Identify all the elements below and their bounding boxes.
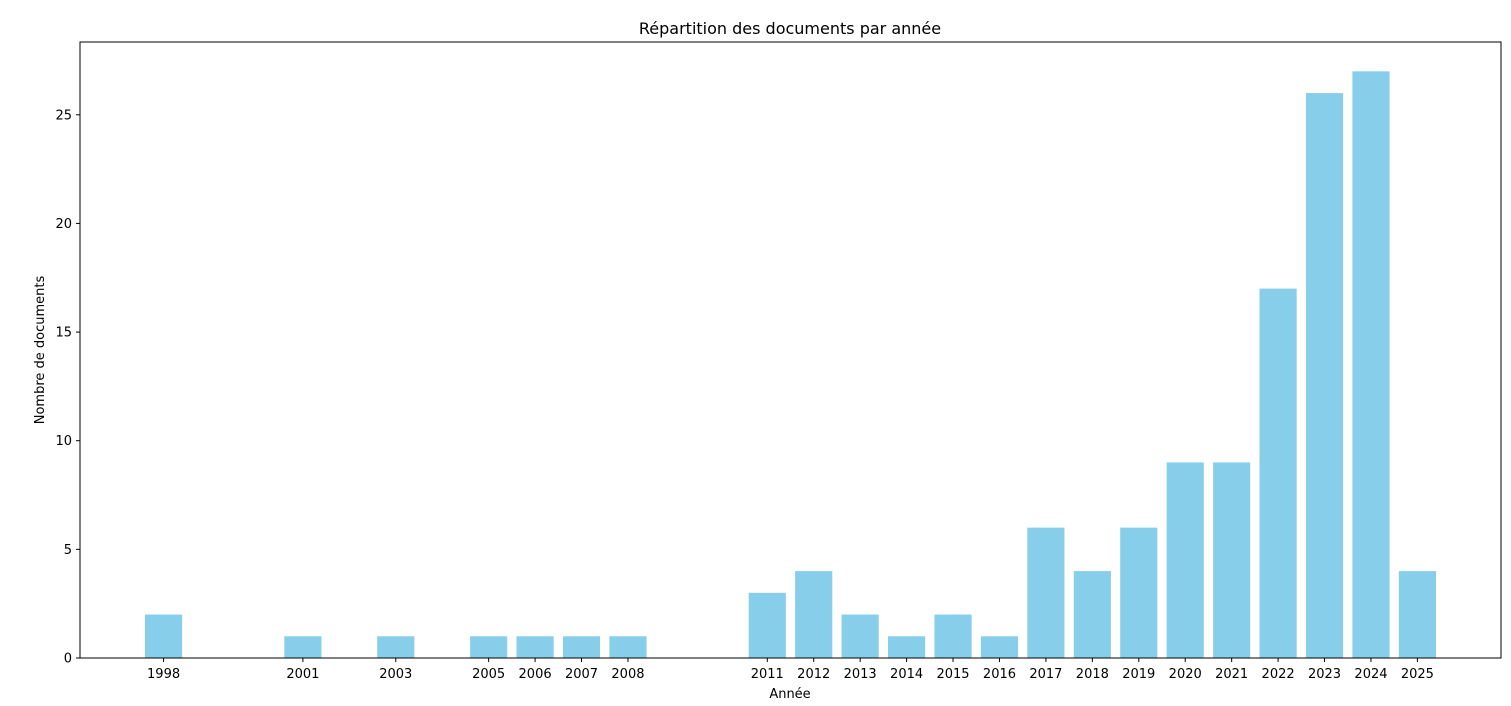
x-tick-label-2016: 2016 bbox=[983, 667, 1016, 682]
bar-2008 bbox=[609, 636, 647, 658]
bar-2017 bbox=[1027, 527, 1065, 658]
bar-2011 bbox=[748, 592, 786, 658]
chart-title: Répartition des documents par année bbox=[639, 19, 941, 38]
bar-2022 bbox=[1259, 288, 1297, 658]
bar-2018 bbox=[1073, 571, 1111, 658]
bar-2023 bbox=[1305, 93, 1344, 658]
bars-group bbox=[145, 71, 1436, 658]
x-tick-label-2022: 2022 bbox=[1262, 667, 1295, 682]
x-tick-label-2021: 2021 bbox=[1215, 667, 1248, 682]
x-axis-ticks: 1998 2001 2003 2005 2006 2007 2008 2011 2012 2013… bbox=[147, 658, 1434, 682]
bar-2013 bbox=[841, 614, 879, 658]
bar-2012 bbox=[795, 571, 833, 658]
plot-frame bbox=[79, 41, 1502, 659]
x-tick-label-2012: 2012 bbox=[797, 667, 830, 682]
x-tick-label-2017: 2017 bbox=[1029, 667, 1062, 682]
y-tick-label-0: 0 bbox=[64, 652, 72, 667]
y-tick-label-10: 10 bbox=[55, 434, 72, 449]
bar-2024 bbox=[1352, 71, 1390, 658]
x-tick-label-2015: 2015 bbox=[936, 667, 969, 682]
x-tick-label-2018: 2018 bbox=[1076, 667, 1109, 682]
x-tick-label-2003: 2003 bbox=[379, 667, 412, 682]
bar-2021 bbox=[1213, 462, 1251, 658]
bar-2014 bbox=[888, 636, 926, 658]
x-tick-label-2006: 2006 bbox=[519, 667, 552, 682]
bar-2016 bbox=[980, 636, 1019, 658]
y-tick-label-15: 15 bbox=[55, 326, 72, 341]
x-axis-label: Année bbox=[769, 687, 810, 702]
bar-2006 bbox=[516, 636, 554, 658]
bar-2020 bbox=[1166, 462, 1204, 658]
bar-2005 bbox=[470, 636, 508, 658]
x-tick-label-2005: 2005 bbox=[472, 667, 505, 682]
y-axis-ticks: 0 5 10 15 20 25 bbox=[55, 108, 80, 667]
x-tick-label-2001: 2001 bbox=[286, 667, 319, 682]
x-tick-label-2023: 2023 bbox=[1308, 667, 1341, 682]
bar-2019 bbox=[1120, 527, 1158, 658]
x-tick-label-2024: 2024 bbox=[1354, 667, 1387, 682]
x-tick-label-2011: 2011 bbox=[751, 667, 784, 682]
x-tick-label-2008: 2008 bbox=[611, 667, 644, 682]
x-tick-label-1998: 1998 bbox=[147, 667, 180, 682]
y-tick-label-5: 5 bbox=[64, 543, 72, 558]
x-tick-label-2013: 2013 bbox=[844, 667, 877, 682]
bar-2015 bbox=[934, 614, 972, 658]
x-tick-label-2020: 2020 bbox=[1169, 667, 1202, 682]
bar-2007 bbox=[562, 636, 601, 658]
bar-1998 bbox=[145, 614, 183, 658]
x-tick-label-2019: 2019 bbox=[1122, 667, 1155, 682]
x-tick-label-2007: 2007 bbox=[565, 667, 598, 682]
bar-2003 bbox=[377, 636, 415, 658]
bar-2025 bbox=[1398, 571, 1436, 658]
y-axis-label: Nombre de documents bbox=[33, 276, 48, 425]
y-tick-label-25: 25 bbox=[55, 108, 72, 123]
bar-2001 bbox=[284, 636, 322, 658]
x-tick-label-2025: 2025 bbox=[1401, 667, 1434, 682]
x-tick-label-2014: 2014 bbox=[890, 667, 923, 682]
y-tick-label-20: 20 bbox=[55, 217, 72, 232]
